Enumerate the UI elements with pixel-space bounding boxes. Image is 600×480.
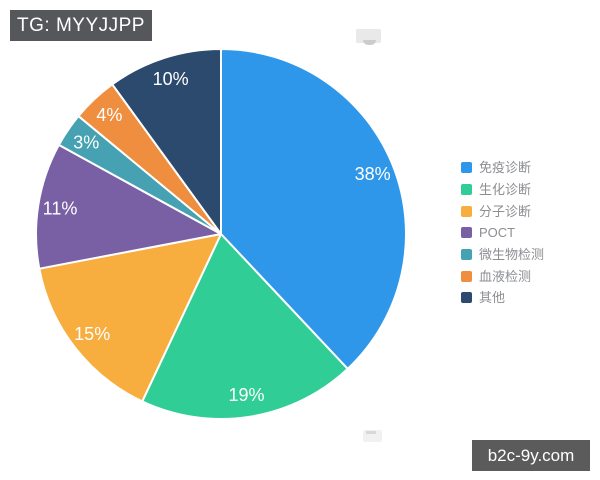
pie-percent-label-4: 3% [73, 132, 99, 152]
pie-percent-label-3: 11% [43, 199, 78, 219]
legend-label: 血液检测 [479, 268, 532, 284]
pie-slice-0[interactable] [220, 48, 407, 370]
legend: 免疫诊断生化诊断分子诊断 POCT 微生物检测血液检测其他 [461, 157, 544, 309]
legend-label: 生化诊断 [479, 182, 532, 198]
pie-percent-label-1: 19% [228, 385, 264, 405]
pie-slice-1[interactable] [141, 233, 349, 420]
legend-item-0[interactable]: 免疫诊断 [461, 157, 544, 179]
removed-watermark-smudge-top [356, 29, 381, 45]
legend-item-5[interactable]: 血液检测 [461, 265, 544, 287]
legend-swatch-icon [461, 292, 472, 304]
legend-item-2[interactable]: 分子诊断 [461, 200, 544, 222]
site-watermark-badge: b2c-9y.com [472, 440, 590, 471]
legend-label: 免疫诊断 [479, 160, 532, 176]
pie-percent-label-0: 38% [355, 164, 391, 184]
legend-item-6[interactable]: 其他 [461, 287, 544, 309]
legend-swatch-icon [461, 162, 472, 174]
pie-slice-6[interactable] [111, 48, 222, 235]
pie-slice-2[interactable] [38, 233, 222, 403]
legend-label: 分子诊断 [479, 203, 532, 219]
pie-percent-label-6: 10% [153, 69, 189, 89]
legend-swatch-icon [461, 205, 472, 217]
legend-swatch-icon [461, 184, 472, 196]
pie-slice-3[interactable] [35, 143, 222, 270]
pie-percent-label-2: 15% [74, 324, 110, 344]
pie-percent-label-5: 4% [96, 105, 122, 125]
legend-item-1[interactable]: 生化诊断 [461, 179, 544, 201]
legend-swatch-icon [461, 270, 472, 282]
legend-swatch-icon [461, 227, 472, 239]
legend-label: 微生物检测 [479, 247, 545, 263]
legend-swatch-icon [461, 249, 472, 261]
legend-label: 其他 [479, 290, 506, 306]
legend-label: POCT [479, 225, 516, 241]
legend-item-4[interactable]: 微生物检测 [461, 244, 544, 266]
removed-watermark-smudge-bottom [363, 430, 382, 442]
legend-item-3[interactable]: POCT [461, 222, 544, 244]
telegram-watermark-badge: TG: MYYJJPP [10, 10, 152, 41]
